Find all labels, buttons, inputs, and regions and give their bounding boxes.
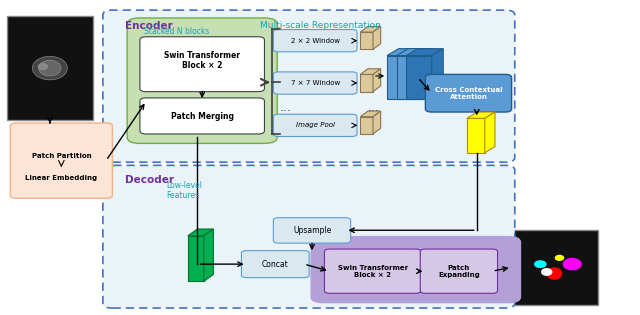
Ellipse shape <box>541 268 552 276</box>
Ellipse shape <box>547 267 563 280</box>
Polygon shape <box>413 49 424 100</box>
Polygon shape <box>373 111 381 134</box>
FancyBboxPatch shape <box>127 18 277 143</box>
Polygon shape <box>373 26 381 49</box>
Polygon shape <box>360 117 373 134</box>
Text: Stacked N blocks: Stacked N blocks <box>145 27 210 36</box>
FancyBboxPatch shape <box>140 37 264 92</box>
Polygon shape <box>422 49 434 100</box>
Text: Linear Embedding: Linear Embedding <box>26 175 97 181</box>
Text: Decoder: Decoder <box>125 175 174 185</box>
FancyBboxPatch shape <box>241 251 309 278</box>
Polygon shape <box>360 32 373 49</box>
Text: ...: ... <box>280 101 292 114</box>
Ellipse shape <box>38 60 61 76</box>
FancyBboxPatch shape <box>273 218 351 243</box>
Polygon shape <box>360 111 381 117</box>
Polygon shape <box>406 55 432 100</box>
Text: Low-level
Features: Low-level Features <box>167 181 203 200</box>
FancyBboxPatch shape <box>273 30 357 52</box>
Text: Concat: Concat <box>262 260 289 269</box>
Text: Patch Partition: Patch Partition <box>31 153 91 159</box>
FancyBboxPatch shape <box>420 249 497 293</box>
Polygon shape <box>360 74 373 92</box>
Text: Encoder: Encoder <box>125 21 173 31</box>
Polygon shape <box>188 229 213 236</box>
Polygon shape <box>387 49 424 55</box>
Text: Patch
Expanding: Patch Expanding <box>438 265 480 278</box>
FancyBboxPatch shape <box>7 16 93 120</box>
Ellipse shape <box>534 260 547 268</box>
Text: Swin Transformer
Block × 2: Swin Transformer Block × 2 <box>338 265 408 278</box>
Ellipse shape <box>32 56 67 80</box>
FancyBboxPatch shape <box>140 98 264 134</box>
FancyBboxPatch shape <box>426 74 511 112</box>
Polygon shape <box>397 55 422 100</box>
Polygon shape <box>484 112 495 153</box>
Polygon shape <box>373 69 381 92</box>
FancyBboxPatch shape <box>103 10 515 162</box>
FancyBboxPatch shape <box>324 249 421 293</box>
Polygon shape <box>432 49 444 100</box>
FancyBboxPatch shape <box>511 230 598 305</box>
FancyBboxPatch shape <box>273 72 357 94</box>
Polygon shape <box>188 236 204 281</box>
Ellipse shape <box>563 258 582 270</box>
Polygon shape <box>387 55 413 100</box>
Text: Patch Merging: Patch Merging <box>171 112 234 121</box>
Text: Swin Transformer
Block × 2: Swin Transformer Block × 2 <box>164 51 240 70</box>
FancyBboxPatch shape <box>103 165 515 308</box>
Ellipse shape <box>38 63 47 70</box>
Polygon shape <box>204 229 213 281</box>
Polygon shape <box>397 49 434 55</box>
FancyBboxPatch shape <box>273 114 357 136</box>
Polygon shape <box>406 49 444 55</box>
Text: Multi-scale Representation: Multi-scale Representation <box>260 21 380 30</box>
FancyBboxPatch shape <box>310 236 521 303</box>
Ellipse shape <box>555 255 564 261</box>
Polygon shape <box>360 69 381 74</box>
Polygon shape <box>467 118 484 153</box>
Text: Image Pool: Image Pool <box>296 122 335 128</box>
Polygon shape <box>360 26 381 32</box>
Polygon shape <box>467 112 495 118</box>
Text: 7 × 7 Window: 7 × 7 Window <box>291 80 340 86</box>
Text: 2 × 2 Window: 2 × 2 Window <box>291 38 340 44</box>
FancyBboxPatch shape <box>10 123 113 198</box>
Text: ...: ... <box>368 101 380 114</box>
Text: Cross Contextual
Attention: Cross Contextual Attention <box>435 87 502 100</box>
Text: Upsample: Upsample <box>293 226 331 235</box>
